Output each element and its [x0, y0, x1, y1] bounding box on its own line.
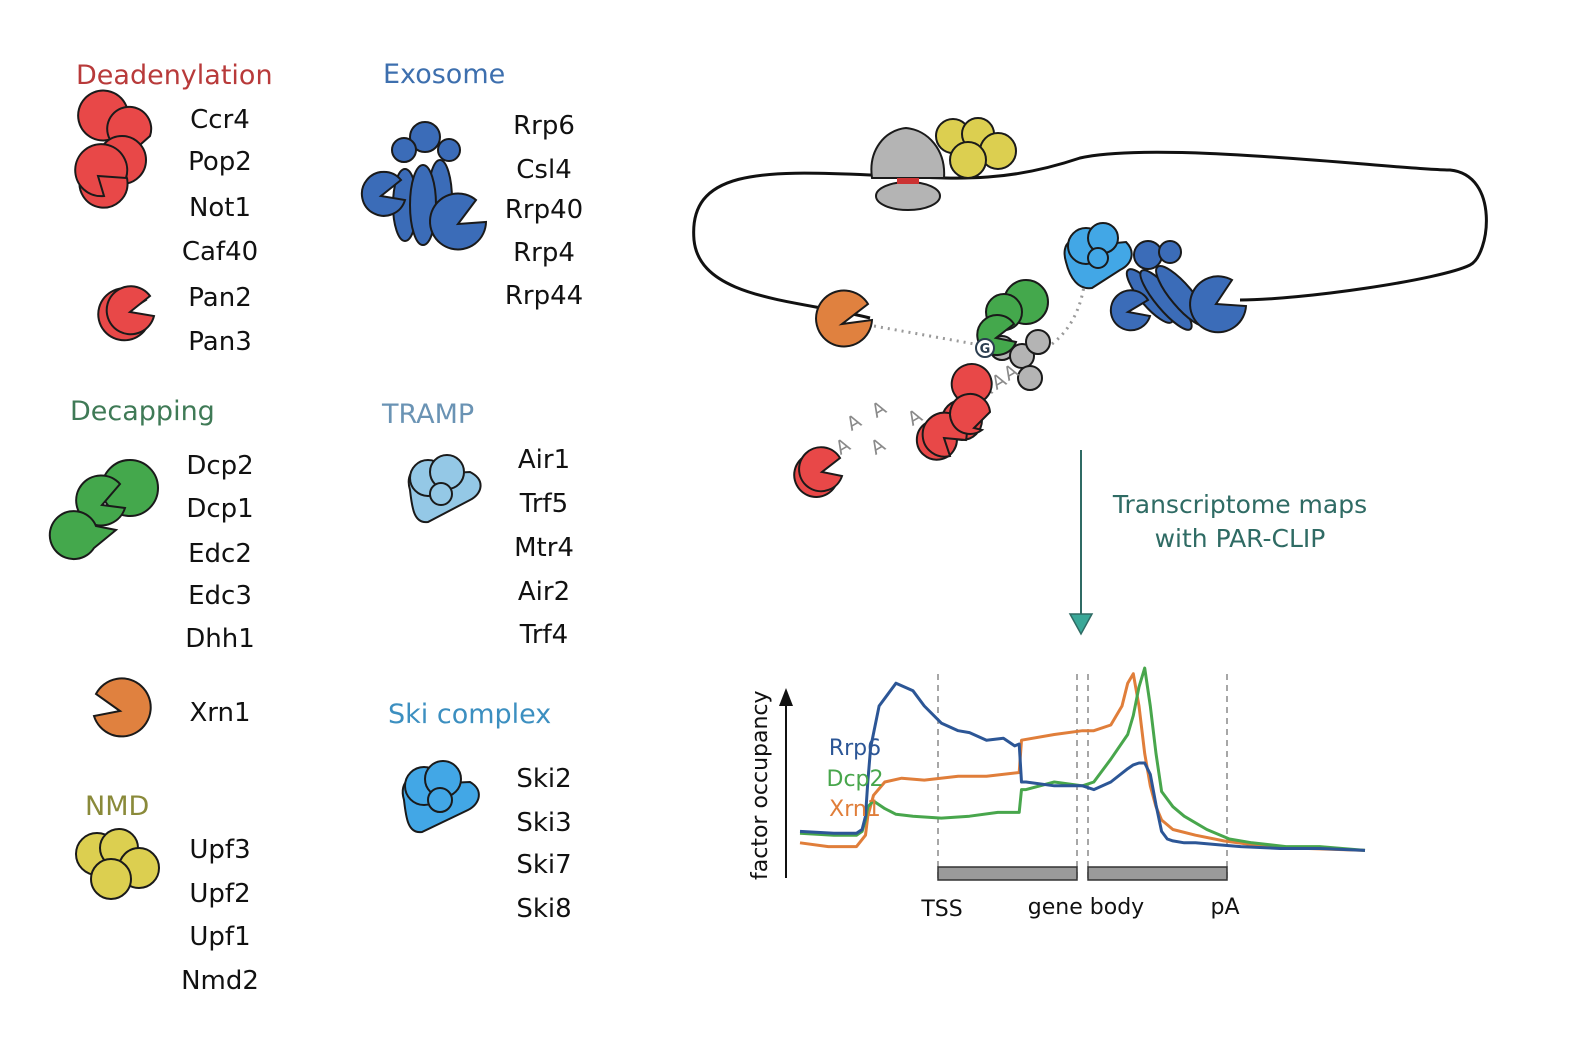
protein-label-csl4: Csl4	[516, 155, 571, 185]
exosome-protein-list: Rrp6 Csl4 Rrp40 Rrp4 Rrp44	[505, 111, 583, 311]
protein-label-mtr4: Mtr4	[514, 533, 574, 563]
protein-label-ski2: Ski2	[516, 764, 571, 794]
polya-letter: A	[843, 410, 865, 436]
par-clip-label: Transcriptome maps with PAR-CLIP	[1112, 490, 1367, 553]
arrow-label-line1: Transcriptome maps	[1112, 490, 1367, 519]
pan2-pan3-complex-icon	[97, 285, 156, 342]
protein-label-dhh1: Dhh1	[185, 624, 255, 654]
protein-label-not1: Not1	[189, 193, 251, 223]
protein-label-ski8: Ski8	[516, 894, 571, 924]
decapping-title: Decapping	[70, 396, 215, 427]
protein-label-rrp6: Rrp6	[513, 111, 575, 141]
legend-entry-rrp6: Rrp6	[829, 736, 881, 761]
polya-letter: A	[867, 434, 889, 460]
gene-body-bar-right	[1087, 866, 1228, 881]
protein-label-nmd2: Nmd2	[181, 966, 259, 996]
nmd-protein-list: Upf3 Upf2 Upf1 Nmd2	[181, 835, 259, 996]
tramp-complex-icon	[407, 454, 482, 524]
mrna-schematic: G A A A A A A A A A	[692, 117, 1488, 498]
protein-label-ski3: Ski3	[516, 808, 571, 838]
decapping-complex-icon	[48, 459, 159, 561]
ski-complex-on-mrna-icon	[1063, 222, 1133, 290]
legend-entry-dcp2: Dcp2	[827, 767, 884, 792]
exosome-complex-icon	[360, 121, 488, 251]
polya-letter: A	[868, 397, 890, 423]
series-line-rrp6	[799, 681, 1366, 852]
protein-label-ccr4: Ccr4	[190, 105, 250, 135]
protein-label-rrp40: Rrp40	[505, 195, 583, 225]
xrn1-on-mrna-icon	[815, 289, 874, 348]
ribosome-icon	[870, 126, 946, 211]
series-layer	[799, 666, 1366, 852]
x-label-gene-body: gene body	[1028, 895, 1144, 920]
deadenylation-protein-list: Ccr4 Pop2 Not1 Caf40 Pan2 Pan3	[182, 105, 258, 357]
protein-label-pan2: Pan2	[188, 283, 251, 313]
protein-label-trf5: Trf5	[519, 489, 568, 519]
y-axis-label: factor occupancy	[748, 690, 773, 880]
mrna-cap: G	[975, 338, 995, 358]
protein-label-rrp4: Rrp4	[513, 238, 575, 268]
nmd-title: NMD	[85, 791, 149, 822]
protein-label-upf3: Upf3	[189, 835, 250, 865]
arrow-label-line2: with PAR-CLIP	[1155, 524, 1326, 553]
protein-label-upf2: Upf2	[189, 879, 250, 909]
ski-tether-line	[1051, 285, 1086, 346]
upf-complex-on-mrna-icon	[935, 117, 1017, 179]
decapping-protein-list: Dcp2 Dcp1 Edc2 Edc3 Dhh1 Xrn1	[185, 451, 255, 728]
protein-label-air1: Air1	[518, 445, 570, 475]
deadenylation-title: Deadenylation	[76, 60, 273, 91]
mrna-strand	[692, 150, 1488, 320]
xrn1-tether-line	[873, 324, 981, 347]
protein-label-dcp2: Dcp2	[186, 451, 253, 481]
protein-label-ski7: Ski7	[516, 850, 571, 880]
tramp-title: TRAMP	[381, 399, 474, 430]
par-clip-arrow	[1068, 450, 1094, 636]
protein-label-caf40: Caf40	[182, 237, 258, 267]
protein-label-edc3: Edc3	[188, 581, 252, 611]
protein-label-rrp44: Rrp44	[505, 281, 583, 311]
protein-label-edc2: Edc2	[188, 539, 252, 569]
arrow-head	[1068, 613, 1094, 636]
ski-complex-title: Ski complex	[388, 699, 551, 730]
protein-label-pop2: Pop2	[188, 147, 252, 177]
legend-entry-xrn1: Xrn1	[829, 797, 881, 822]
ccr4-not-complex-icon	[74, 89, 153, 209]
protein-label-air2: Air2	[518, 577, 570, 607]
cap-letter: G	[980, 342, 991, 357]
ccr4-not-on-mrna-icon	[915, 363, 993, 461]
series-line-xrn1	[799, 672, 1366, 852]
exosome-title: Exosome	[383, 59, 505, 90]
pan2-pan3-on-mrna-icon	[793, 446, 844, 498]
xrn1-icon	[92, 677, 152, 738]
ski-complex-icon	[401, 760, 480, 834]
protein-label-dcp1: Dcp1	[186, 494, 253, 524]
tramp-protein-list: Air1 Trf5 Mtr4 Air2 Trf4	[514, 445, 574, 650]
protein-label-trf4: Trf4	[519, 620, 568, 650]
protein-label-pan3: Pan3	[188, 327, 251, 357]
protein-label-upf1: Upf1	[189, 922, 250, 952]
ski-protein-list: Ski2 Ski3 Ski7 Ski8	[516, 764, 571, 924]
exosome-on-mrna-icon	[1109, 240, 1248, 334]
series-line-dcp2	[799, 666, 1366, 852]
x-label-tss: TSS	[920, 897, 962, 922]
y-axis-arrowhead	[779, 688, 793, 706]
x-label-pa: pA	[1210, 895, 1239, 920]
protein-label-xrn1: Xrn1	[189, 698, 250, 728]
nmd-complex-icon	[75, 828, 160, 900]
gene-body-bar-left	[937, 866, 1078, 881]
occupancy-chart: factor occupancy TSS gene body pA Rrp6 D…	[748, 666, 1366, 922]
